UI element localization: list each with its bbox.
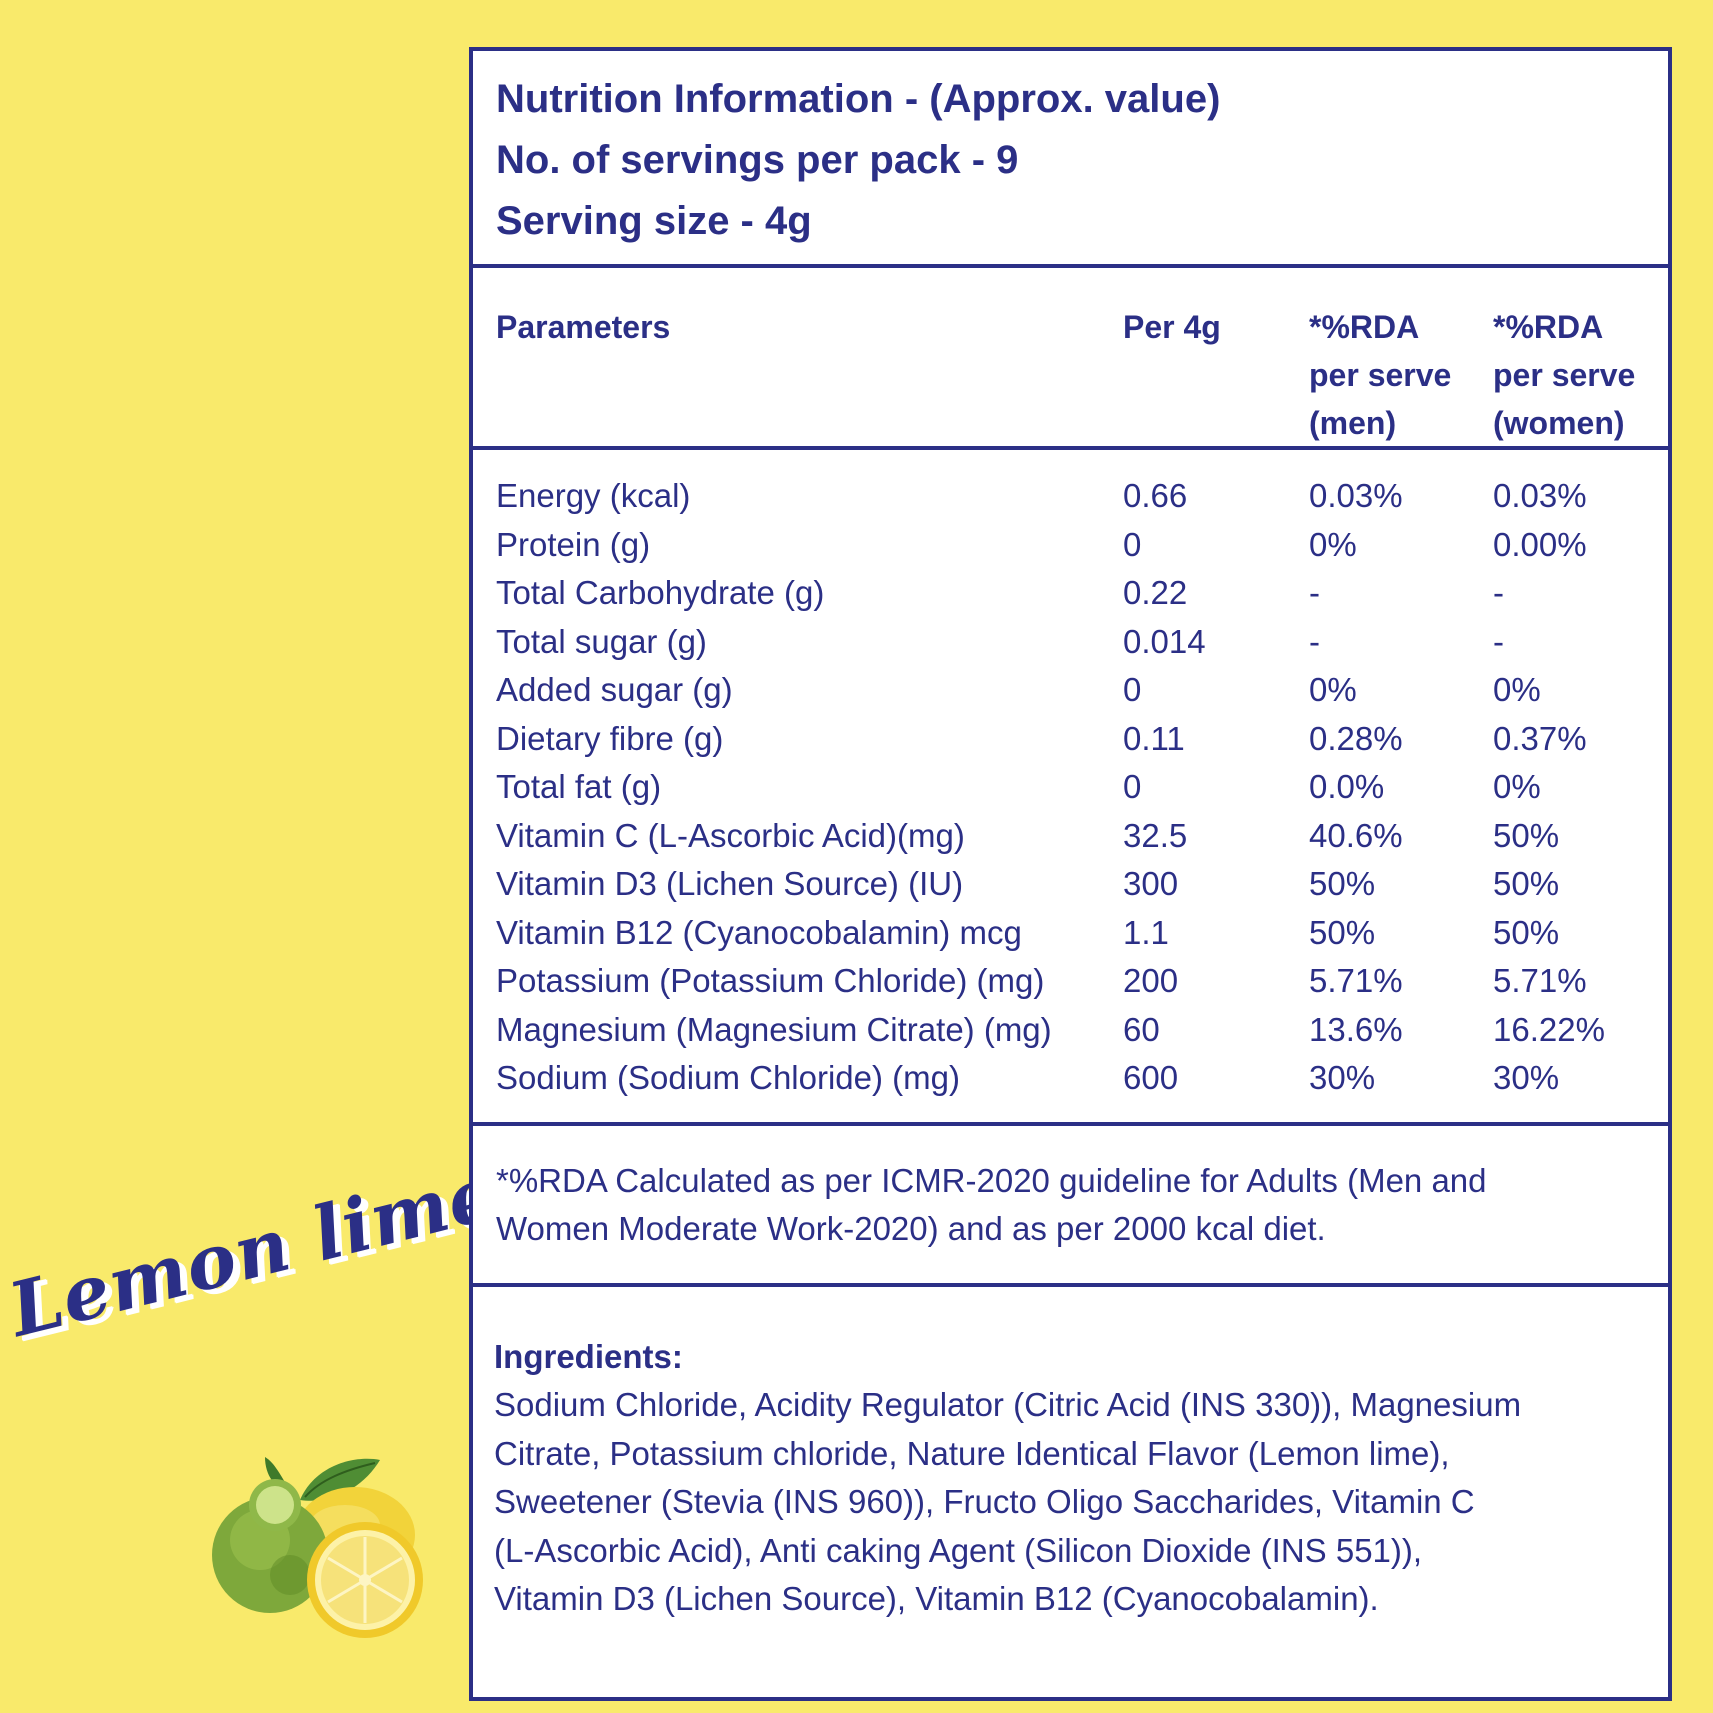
cell-rda-men: 0.03% [1309, 477, 1403, 514]
cell-parameter: Potassium (Potassium Chloride) (mg) [496, 962, 1045, 999]
divider [473, 1283, 1668, 1287]
cell-rda-men: - [1309, 622, 1320, 660]
ingredients-list: Sodium Chloride, Acidity Regulator (Citr… [494, 1381, 1664, 1624]
cell-per-4g: 0.11 [1123, 719, 1185, 757]
rda-footnote-line: Women Moderate Work-2020) and as per 200… [496, 1210, 1326, 1247]
cell-parameter: Energy (kcal) [496, 477, 691, 514]
cell-rda-men: 0.0% [1309, 768, 1385, 805]
cell-rda-men: 30% [1309, 1059, 1376, 1096]
cell-per-4g: 300 [1123, 865, 1179, 902]
cell-rda-men: 50% [1309, 865, 1376, 902]
table-row: Energy (kcal) 0.66 0.03% 0.03% [473, 472, 1668, 520]
cell-parameter: Vitamin C (L-Ascorbic Acid)(mg) [496, 816, 965, 854]
table-row: Dietary fibre (g) 0.11 0.28% 0.37% [473, 715, 1668, 763]
header-per-4g: Per 4g [1123, 309, 1221, 345]
cell-rda-men: 0% [1309, 525, 1357, 563]
cell-rda-women: 0% [1493, 768, 1541, 805]
table-row: Potassium (Potassium Chloride) (mg) 200 … [473, 957, 1668, 1005]
cell-rda-women: 30% [1493, 1059, 1560, 1096]
cell-rda-men: - [1309, 574, 1320, 611]
cell-rda-women: 0.00% [1493, 525, 1587, 563]
ingredients-line: Sweetener (Stevia (INS 960)), Fructo Oli… [494, 1483, 1475, 1520]
divider [473, 446, 1668, 450]
cell-parameter: Dietary fibre (g) [496, 719, 724, 757]
table-row: Vitamin D3 (Lichen Source) (IU) 300 50% … [473, 860, 1668, 908]
cell-parameter: Vitamin D3 (Lichen Source) (IU) [496, 865, 964, 902]
header-rda-men-line: (men) [1309, 405, 1397, 441]
rda-footnote: *%RDA Calculated as per ICMR-2020 guidel… [496, 1157, 1646, 1253]
cell-rda-men: 13.6% [1309, 1010, 1403, 1048]
cell-per-4g: 0.014 [1123, 622, 1206, 660]
header-rda-men: *%RDA per serve (men) [1309, 303, 1451, 447]
cell-rda-women: - [1493, 622, 1504, 660]
header-rda-women: *%RDA per serve (women) [1493, 303, 1635, 447]
table-row: Vitamin C (L-Ascorbic Acid)(mg) 32.5 40.… [473, 812, 1668, 860]
cell-per-4g: 0.22 [1123, 574, 1188, 611]
table-row: Sodium (Sodium Chloride) (mg) 600 30% 30… [473, 1054, 1668, 1102]
header-rda-women-line: *%RDA [1493, 309, 1604, 345]
cell-parameter: Total Carbohydrate (g) [496, 574, 825, 611]
ingredients-line: Vitamin D3 (Lichen Source), Vitamin B12 … [494, 1580, 1379, 1617]
servings-per-pack: No. of servings per pack - 9 [496, 138, 1019, 182]
cell-rda-women: 50% [1493, 816, 1560, 854]
nutrition-title-block: Nutrition Information - (Approx. value) … [496, 69, 1668, 252]
cell-per-4g: 1.1 [1123, 913, 1169, 951]
header-rda-men-line: per serve [1309, 357, 1452, 393]
cell-rda-women: 0.37% [1493, 719, 1587, 757]
cell-rda-women: 0% [1493, 671, 1541, 708]
table-row: Protein (g) 0 0% 0.00% [473, 521, 1668, 569]
cell-per-4g: 0 [1123, 768, 1142, 805]
divider [473, 1122, 1668, 1126]
cell-rda-women: 5.71% [1493, 962, 1587, 999]
cell-rda-men: 40.6% [1309, 816, 1403, 854]
table-row: Magnesium (Magnesium Citrate) (mg) 60 13… [473, 1006, 1668, 1054]
ingredients-line: Citrate, Potassium chloride, Nature Iden… [494, 1434, 1450, 1472]
cell-per-4g: 32.5 [1123, 816, 1188, 854]
cell-rda-men: 0% [1309, 671, 1357, 708]
cell-parameter: Vitamin B12 (Cyanocobalamin) mcg [496, 913, 1022, 951]
ingredients-title: Ingredients: [494, 1338, 683, 1375]
lemon-lime-fruit-icon [212, 1457, 423, 1638]
cell-rda-men: 0.28% [1309, 719, 1403, 757]
cell-per-4g: 200 [1123, 962, 1179, 999]
cell-per-4g: 600 [1123, 1059, 1179, 1096]
header-rda-women-line: (women) [1493, 405, 1625, 441]
cell-per-4g: 0.66 [1123, 477, 1188, 514]
cell-per-4g: 60 [1123, 1010, 1160, 1048]
table-row: Vitamin B12 (Cyanocobalamin) mcg 1.1 50%… [473, 909, 1668, 957]
ingredients-line: (L-Ascorbic Acid), Anti caking Agent (Si… [494, 1531, 1423, 1569]
cell-per-4g: 0 [1123, 525, 1142, 563]
ingredients-line: Sodium Chloride, Acidity Regulator (Citr… [494, 1386, 1522, 1423]
table-row: Added sugar (g) 0 0% 0% [473, 666, 1668, 714]
cell-rda-men: 50% [1309, 913, 1376, 951]
cell-rda-women: 50% [1493, 865, 1560, 902]
serving-size: Serving size - 4g [496, 199, 812, 243]
header-rda-women-line: per serve [1493, 357, 1636, 393]
cell-parameter: Protein (g) [496, 525, 651, 563]
cell-parameter: Magnesium (Magnesium Citrate) (mg) [496, 1010, 1052, 1048]
table-row: Total fat (g) 0 0.0% 0% [473, 763, 1668, 811]
divider [473, 264, 1668, 268]
table-row: Total sugar (g) 0.014 - - [473, 618, 1668, 666]
cell-rda-women: 16.22% [1493, 1010, 1605, 1048]
table-row: Total Carbohydrate (g) 0.22 - - [473, 569, 1668, 617]
nutrition-title: Nutrition Information - (Approx. value) [496, 77, 1221, 121]
cell-parameter: Added sugar (g) [496, 671, 733, 708]
nutrition-panel: Nutrition Information - (Approx. value) … [469, 47, 1672, 1701]
cell-per-4g: 0 [1123, 671, 1142, 708]
cell-rda-women: 50% [1493, 913, 1560, 951]
flavor-name: Lemon lime [1, 1150, 506, 1354]
header-rda-men-line: *%RDA [1309, 309, 1420, 345]
rda-footnote-line: *%RDA Calculated as per ICMR-2020 guidel… [496, 1162, 1487, 1199]
cell-parameter: Total fat (g) [496, 768, 662, 805]
header-parameters: Parameters [496, 309, 671, 345]
cell-rda-women: 0.03% [1493, 477, 1587, 514]
cell-rda-men: 5.71% [1309, 962, 1403, 999]
cell-rda-women: - [1493, 574, 1504, 611]
cell-parameter: Sodium (Sodium Chloride) (mg) [496, 1059, 960, 1096]
cell-parameter: Total sugar (g) [496, 622, 707, 660]
